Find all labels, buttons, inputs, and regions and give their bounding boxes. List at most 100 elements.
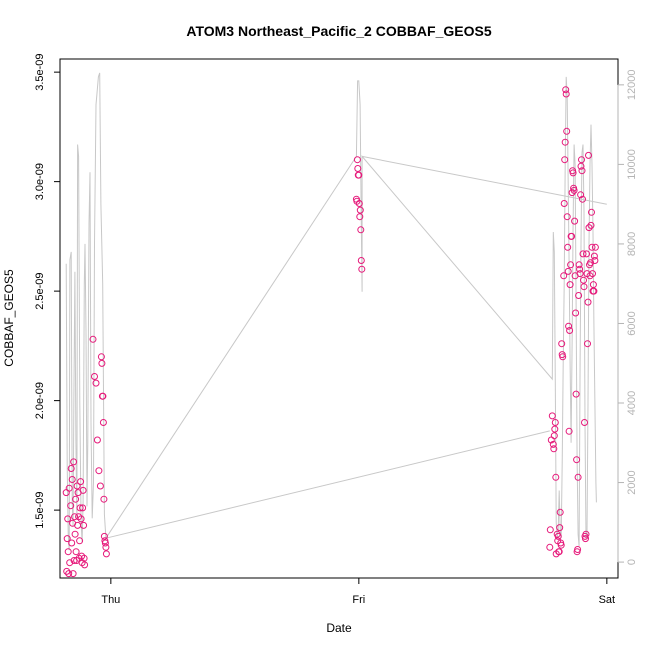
data-point — [72, 548, 80, 556]
data-point — [64, 548, 72, 556]
altitude-lines — [65, 72, 607, 551]
data-point — [102, 543, 110, 551]
data-point — [65, 484, 73, 492]
data-point — [584, 340, 591, 348]
data-point — [582, 535, 589, 543]
data-point — [564, 243, 572, 251]
data-point — [569, 169, 577, 177]
data-point — [572, 309, 580, 317]
data-point — [589, 270, 596, 278]
data-point — [588, 208, 595, 216]
data-point — [89, 335, 97, 343]
data-point — [73, 482, 81, 490]
data-point — [355, 200, 363, 207]
y-tick-label: 3.5e-09 — [34, 53, 46, 90]
data-point — [591, 243, 599, 251]
data-point — [555, 548, 563, 556]
data-point — [572, 390, 580, 398]
data-point — [585, 224, 593, 232]
data-point — [353, 197, 361, 205]
data-point — [355, 171, 363, 179]
data-point — [576, 265, 584, 273]
data-point — [568, 232, 576, 240]
data-point — [567, 261, 575, 269]
y2-axis: 0 2000 4000 6000 8000 10000 12000 — [617, 70, 638, 565]
data-point — [590, 287, 598, 295]
data-point — [99, 419, 107, 426]
altitude-line-2 — [362, 155, 607, 205]
data-point — [580, 283, 588, 291]
data-point — [556, 508, 564, 516]
data-point — [76, 504, 84, 512]
data-point — [546, 543, 554, 551]
data-point — [71, 513, 79, 521]
data-point — [70, 458, 78, 466]
data-point — [562, 86, 570, 94]
chart-title: ATOM3 Northeast_Pacific_2 COBBAF_GEOS5 — [186, 23, 491, 39]
data-point — [64, 515, 72, 523]
data-point — [550, 445, 558, 453]
data-point — [67, 465, 75, 472]
data-point — [93, 436, 101, 444]
data-point — [353, 156, 361, 164]
y2-tick-label: 6000 — [626, 311, 638, 335]
data-point — [63, 567, 71, 575]
data-point — [357, 257, 365, 264]
data-point — [578, 156, 585, 164]
data-point — [96, 482, 104, 490]
data-point — [102, 550, 110, 558]
data-point — [577, 191, 585, 199]
y-tick-label: 1.5e-09 — [34, 491, 46, 528]
data-point — [91, 373, 98, 380]
data-point — [354, 165, 362, 172]
data-point — [560, 200, 568, 207]
data-point — [564, 267, 572, 275]
data-point — [100, 495, 108, 503]
data-point — [546, 526, 554, 534]
data-point — [552, 473, 560, 481]
data-point — [98, 359, 106, 367]
data-point — [81, 561, 89, 569]
y2-tick-label: 0 — [626, 559, 638, 565]
data-point — [548, 412, 556, 420]
data-point — [577, 162, 585, 170]
data-point — [72, 495, 80, 503]
x-tick-label: Thu — [101, 594, 120, 606]
data-point — [562, 90, 570, 98]
data-point — [63, 535, 71, 543]
data-point — [566, 327, 574, 334]
data-point — [77, 515, 85, 523]
data-point — [549, 440, 557, 448]
data-point — [579, 195, 586, 203]
data-point — [551, 419, 559, 426]
data-point — [80, 554, 88, 562]
data-point — [574, 473, 582, 481]
data-point — [566, 281, 574, 289]
data-point — [561, 138, 569, 146]
data-point — [575, 292, 583, 299]
data-point — [579, 250, 587, 258]
data-point — [554, 532, 562, 540]
data-point — [556, 524, 564, 532]
data-point — [573, 456, 581, 464]
data-point — [570, 186, 578, 194]
x-tick-label: Sat — [599, 594, 616, 606]
data-point — [558, 340, 566, 348]
altitude-line-1 — [105, 430, 550, 539]
y2-tick-label: 4000 — [626, 391, 638, 415]
data-point — [565, 322, 573, 330]
data-point — [591, 257, 599, 264]
data-point — [551, 425, 559, 433]
data-point — [575, 261, 583, 269]
data-point — [565, 427, 573, 435]
data-point — [578, 167, 586, 175]
data-point — [589, 281, 597, 289]
data-point — [77, 478, 85, 486]
data-point — [79, 504, 87, 512]
data-point — [66, 559, 74, 567]
y2-tick-label: 8000 — [626, 232, 638, 256]
data-point — [100, 532, 108, 540]
data-point — [583, 250, 590, 258]
data-point — [588, 243, 596, 251]
data-point — [95, 467, 103, 475]
